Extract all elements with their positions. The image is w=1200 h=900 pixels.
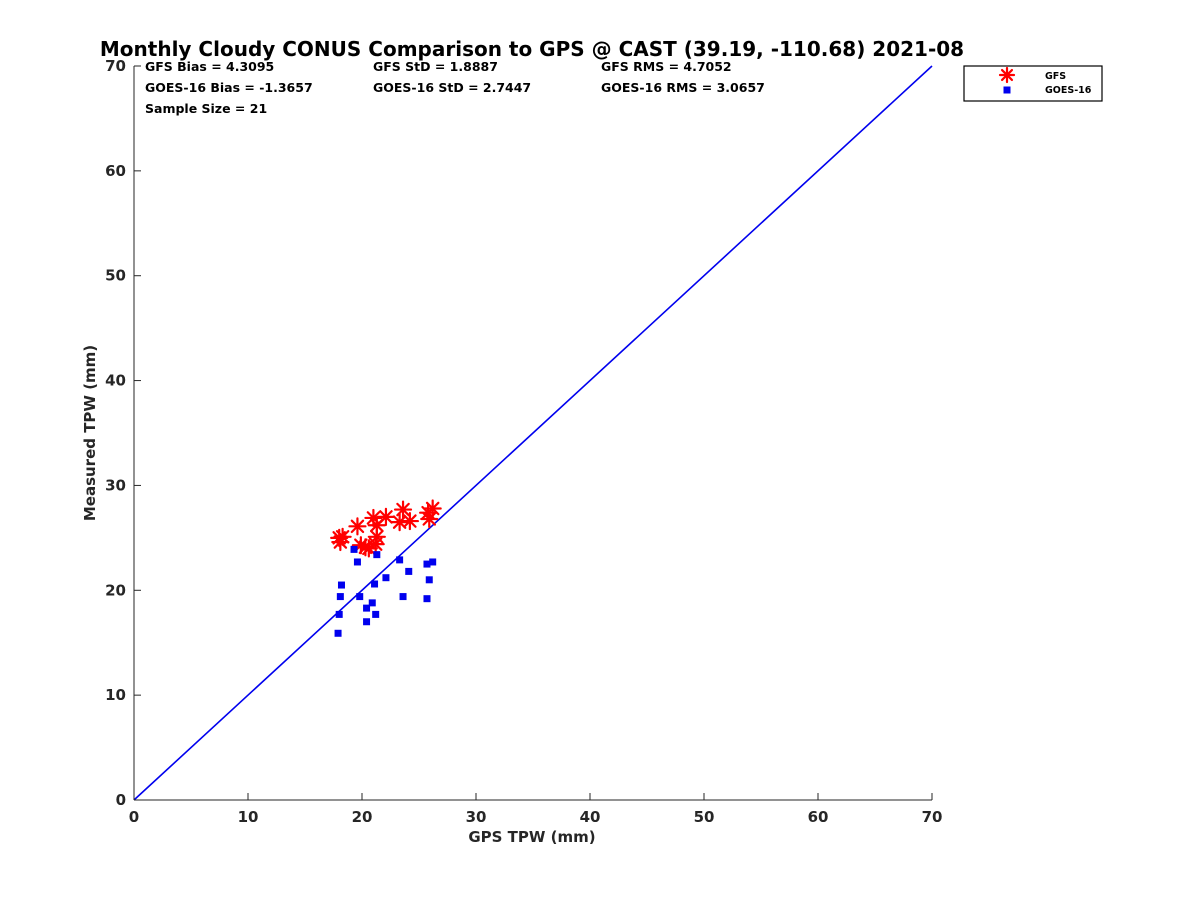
legend-gfs-label: GFS — [1045, 71, 1066, 82]
legend-goes-label: GOES-16 — [1045, 85, 1092, 96]
goes16-point — [356, 593, 364, 601]
y-axis-label: Measured TPW (mm) — [81, 345, 99, 521]
goes16-point — [350, 545, 358, 553]
gfs-bias-text: GFS Bias = 4.3095 — [145, 59, 274, 74]
x-tick-label: 70 — [922, 808, 943, 826]
goes-std-text: GOES-16 StD = 2.7447 — [373, 80, 531, 95]
legend-goes-marker — [1003, 86, 1011, 94]
x-tick-label: 40 — [580, 808, 601, 826]
goes16-point — [363, 618, 371, 626]
legend-box — [963, 65, 1103, 102]
gfs-point — [423, 499, 442, 518]
goes16-point — [368, 599, 376, 607]
y-tick-label: 30 — [105, 476, 126, 494]
goes16-point — [372, 610, 380, 618]
gfs-point — [348, 517, 367, 536]
goes16-point — [405, 567, 413, 575]
goes16-point — [337, 581, 345, 589]
y-tick-label: 20 — [105, 581, 126, 599]
goes16-point — [371, 580, 379, 588]
goes16-point — [334, 629, 342, 637]
gfs-point — [400, 511, 419, 531]
gfs-point — [393, 500, 413, 519]
x-tick-label: 30 — [466, 808, 487, 826]
y-tick-label: 10 — [105, 686, 126, 704]
legend-goes-square — [1003, 86, 1011, 94]
y-tick-label: 70 — [105, 57, 126, 75]
x-axis-label: GPS TPW (mm) — [468, 828, 595, 846]
y-tick-label: 0 — [116, 791, 126, 809]
stats-block: GFS Bias = 4.3095 GFS StD = 1.8887 GFS R… — [145, 59, 765, 116]
goes16-point — [335, 610, 343, 618]
y-tick-label: 50 — [105, 267, 126, 285]
x-tick-label: 20 — [352, 808, 373, 826]
goes16-point — [429, 558, 437, 566]
chart-title: Monthly Cloudy CONUS Comparison to GPS @… — [100, 37, 964, 61]
goes-rms-text: GOES-16 RMS = 3.0657 — [601, 80, 765, 95]
y-tick-label: 60 — [105, 162, 126, 180]
goes16-point — [382, 574, 390, 582]
x-axis-ticks: 0 10 20 30 40 50 60 70 — [129, 793, 943, 826]
goes16-point — [396, 556, 404, 564]
goes16-point — [363, 604, 371, 612]
goes16-point — [373, 551, 381, 559]
legend-gfs-marker — [998, 66, 1016, 84]
goes16-point — [425, 576, 433, 584]
x-tick-label: 0 — [129, 808, 139, 826]
gfs-std-text: GFS StD = 1.8887 — [373, 59, 498, 74]
x-tick-label: 50 — [694, 808, 715, 826]
goes16-point — [423, 595, 431, 603]
goes-bias-text: GOES-16 Bias = -1.3657 — [145, 80, 313, 95]
legend-gfs-asterisk — [998, 66, 1016, 84]
legend: GFS GOES-16 — [963, 65, 1103, 102]
goes16-point — [399, 593, 407, 601]
gfs-point — [376, 507, 396, 526]
plot-area: 0 10 20 30 40 50 60 70 0 10 20 30 40 50 60 70 — [105, 57, 942, 826]
goes16-point — [353, 558, 361, 566]
y-tick-label: 40 — [105, 372, 126, 390]
reference-line — [133, 65, 933, 801]
series-layer — [133, 65, 933, 801]
sample-size-text: Sample Size = 21 — [145, 101, 267, 116]
gfs-point — [333, 527, 352, 546]
gfs-rms-text: GFS RMS = 4.7052 — [601, 59, 732, 74]
goes16-point — [336, 593, 344, 601]
y-axis-ticks: 0 10 20 30 40 50 60 70 — [105, 57, 141, 809]
x-tick-label: 60 — [808, 808, 829, 826]
goes16-point — [423, 560, 431, 568]
x-tick-label: 10 — [238, 808, 259, 826]
